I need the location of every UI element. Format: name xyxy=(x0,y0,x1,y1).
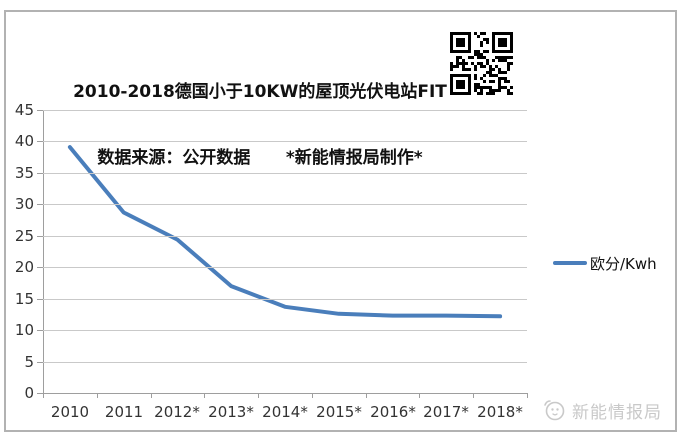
fit-line-series xyxy=(67,145,503,319)
x-axis-tick-label: 2010 xyxy=(50,403,90,421)
plot-area xyxy=(37,110,528,398)
y-axis-tick-label: 15 xyxy=(14,290,34,308)
y-axis-tick-label: 5 xyxy=(24,353,34,371)
y-axis-tick-label: 35 xyxy=(14,164,34,182)
y-axis-tick xyxy=(37,362,43,363)
y-axis-line xyxy=(43,110,44,394)
y-axis-tick-label: 20 xyxy=(14,258,34,276)
x-axis-tick-label: 2015* xyxy=(316,403,362,421)
y-axis-tick xyxy=(37,393,43,394)
x-axis-tick-label: 2013* xyxy=(208,403,254,421)
x-axis-tick-label: 2012* xyxy=(154,403,200,421)
y-axis-tick xyxy=(37,173,43,174)
x-axis-tick xyxy=(151,393,152,398)
watermark: 新能情报局 xyxy=(541,396,662,424)
y-axis-tick-label: 45 xyxy=(14,101,34,119)
x-axis-tick-label: 2011 xyxy=(104,403,144,421)
gridline xyxy=(43,110,527,111)
gridline xyxy=(43,330,527,331)
y-axis-tick-label: 0 xyxy=(24,384,34,402)
x-axis-tick-label: 2016* xyxy=(370,403,416,421)
x-axis-tick-label: 2017* xyxy=(423,403,469,421)
gridline xyxy=(43,236,527,237)
y-axis-tick-label: 25 xyxy=(14,227,34,245)
x-axis-tick xyxy=(366,393,367,398)
gridline xyxy=(43,299,527,300)
gridline xyxy=(43,393,527,394)
gridline xyxy=(43,204,527,205)
watermark-face-icon xyxy=(544,400,565,421)
chart-subtitle-line: 数据来源：公开数据 *新能情报局制作* xyxy=(97,148,423,168)
x-axis-tick xyxy=(204,393,205,398)
y-axis-tick-label: 40 xyxy=(14,132,34,150)
x-axis-tick xyxy=(43,393,44,398)
gridline xyxy=(43,141,527,142)
y-axis-tick xyxy=(37,236,43,237)
legend-label: 欧分/Kwh xyxy=(590,254,657,273)
gridline xyxy=(43,362,527,363)
x-axis-tick xyxy=(527,393,528,398)
y-axis-tick-label: 10 xyxy=(14,321,34,339)
x-axis-tick-label: 2018* xyxy=(477,403,523,421)
y-axis-tick xyxy=(37,299,43,300)
y-axis-tick xyxy=(37,141,43,142)
x-axis-tick xyxy=(473,393,474,398)
x-axis-tick xyxy=(258,393,259,398)
legend: 欧分/Kwh xyxy=(553,254,657,273)
gridline xyxy=(43,173,527,174)
y-axis-tick-label: 30 xyxy=(14,195,34,213)
x-axis-tick xyxy=(312,393,313,398)
y-axis-tick xyxy=(37,204,43,205)
x-axis-tick-label: 2014* xyxy=(262,403,308,421)
qr-code-icon xyxy=(450,32,513,95)
y-axis-tick xyxy=(37,330,43,331)
chart-title: 2010-2018德国小于10KW的屋顶光伏电站FIT 数据来源：公开数据 *新… xyxy=(40,37,480,213)
watermark-text: 新能情报局 xyxy=(572,402,662,423)
x-axis-tick xyxy=(419,393,420,398)
legend-line-swatch xyxy=(553,261,587,265)
y-axis-tick xyxy=(37,110,43,111)
chart-border xyxy=(4,10,677,432)
gridline xyxy=(43,267,527,268)
chart-title-line: 2010-2018德国小于10KW的屋顶光伏电站FIT xyxy=(73,82,447,102)
y-axis-tick xyxy=(37,267,43,268)
x-axis-tick xyxy=(97,393,98,398)
line-series-layer xyxy=(67,145,503,319)
